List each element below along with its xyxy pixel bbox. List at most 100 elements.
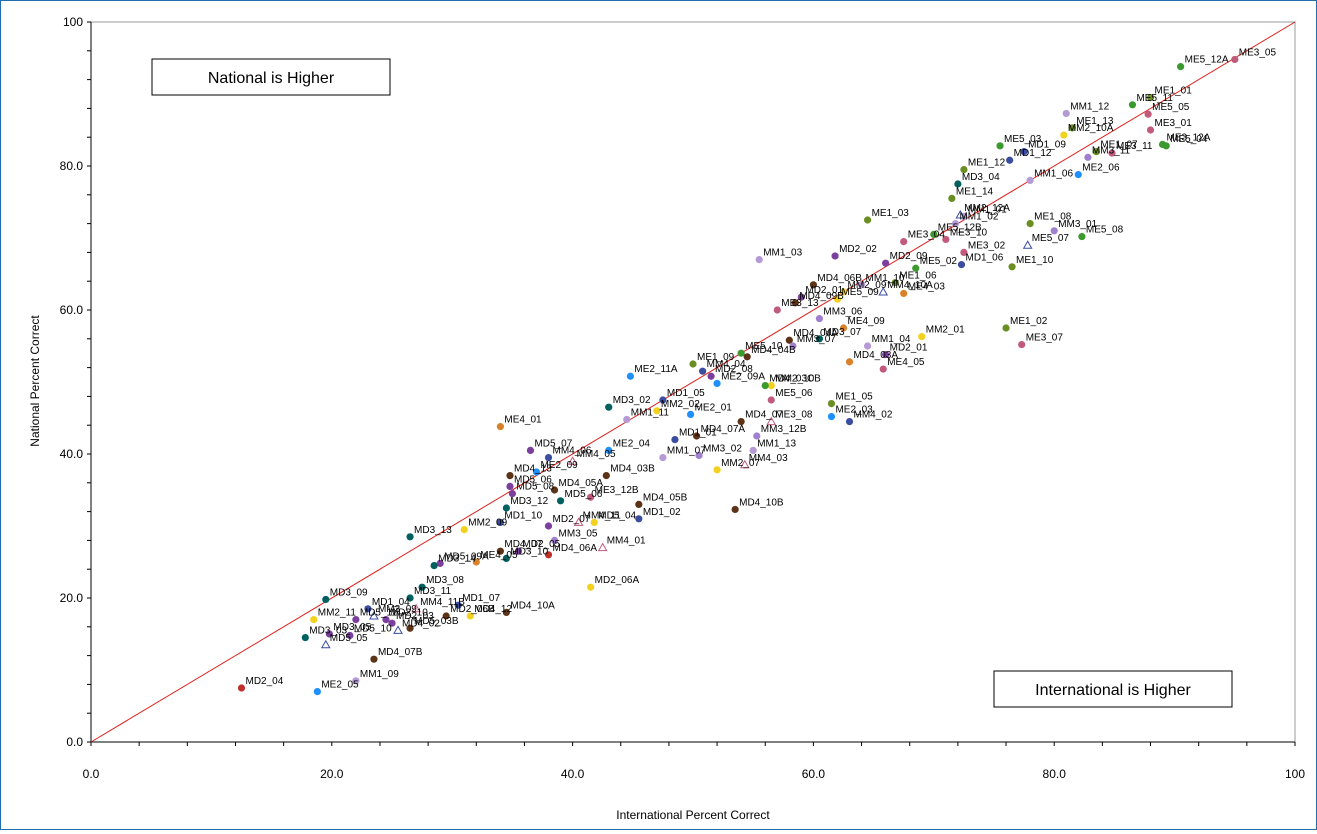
point-label: MM4_05 [577,449,616,460]
point-label: MD1_04 [372,597,410,608]
data-point [960,166,968,174]
point-label: ME1_02 [1010,316,1048,327]
point-label: MD2_03 [396,611,434,622]
y-tick-label: 100 [63,15,83,29]
point-label: MD4_07 [745,410,783,421]
point-label: MM1_02 [959,212,998,223]
point-label: MM3_06 [823,307,862,318]
data-point [502,504,510,512]
point-label: ME1_08 [1034,212,1072,223]
point-label: ME3_05 [1239,47,1277,58]
data-point [653,407,661,415]
point-label: MD1_07 [462,593,500,604]
point-label: MD4_03C [769,374,814,385]
data-point [506,472,514,480]
data-point [955,209,966,219]
point-label: ME4_05 [887,357,925,368]
data-point [879,365,887,373]
y-tick-label: 40.0 [60,447,84,461]
data-point [1177,63,1185,71]
data-point [773,306,781,314]
point-label: MM4_06 [553,446,592,457]
point-label: MD2_09 [890,251,928,262]
data-point [322,595,330,604]
point-label: ME3_10 [950,227,988,238]
data-point [1128,101,1137,109]
point-label: MM1_01 [968,204,1007,215]
point-label: MD1_06 [965,253,1003,264]
point-label: MM2_09 [468,518,507,529]
data-point [912,264,920,272]
data-point [364,605,372,613]
point-label: MM3_07 [797,334,836,345]
data-point [1002,324,1010,332]
data-point [382,616,390,624]
point-label: MD3_04 [962,172,1000,183]
data-point [930,230,938,238]
point-label: MM3_02 [703,443,742,454]
data-point [418,583,426,591]
data-point [313,688,321,696]
data-point [310,616,318,624]
point-label: MM1_10 [866,273,905,284]
point-label: ME1_01 [1155,86,1193,97]
point-label: ME4_09 [848,316,886,327]
point-label: ME1_03 [872,208,910,219]
x-tick-label: 80.0 [1043,767,1067,781]
data-point [1146,126,1155,134]
point-label: MM4_04 [707,359,746,370]
point-label: MD2_04 [246,676,284,687]
data-point [809,281,818,289]
data-point [948,194,956,202]
data-point [789,342,797,350]
data-point [346,631,354,640]
data-point [1158,140,1167,148]
point-label: ME5_10 [745,341,783,352]
data-point [996,142,1004,150]
point-label: MM2_12A [964,203,1010,214]
point-label: MD3_13 [414,525,452,536]
data-point [496,423,504,431]
data-point [502,608,510,617]
data-point [587,583,595,591]
data-point [370,655,378,663]
data-point [1020,148,1028,156]
data-point [454,601,462,609]
point-label: MM3_05 [559,528,598,539]
data-point [1074,171,1082,179]
point-label: MD4_05A [559,478,604,489]
data-point [605,446,613,454]
data-point [1060,131,1068,139]
data-point [766,416,777,426]
data-point [815,335,824,343]
point-label: ME3_11 [1116,141,1153,152]
data-point [635,500,643,508]
data-point [411,603,421,613]
data-point [743,353,751,361]
point-label: ME5_03 [1004,134,1042,145]
point-label: MD5_06 [565,489,603,500]
point-label: MD4_07 [504,539,542,550]
data-point [815,315,824,323]
data-point [406,594,414,602]
point-label: MD5_06 [514,474,552,485]
data-point [635,515,643,523]
point-label: ME1_09 [697,352,735,363]
data-point [393,625,403,634]
data-point [845,418,854,426]
point-label: MD1_05 [667,388,705,399]
data-point [1108,149,1116,157]
data-point [839,288,848,296]
data-point [567,456,578,465]
data-point [1068,124,1076,132]
point-label: MD2_07 [553,514,591,525]
point-label: MM4_10A [887,280,933,291]
data-point [845,358,854,366]
point-label: MD2_06A [595,575,640,586]
data-point [900,238,908,246]
data-point [320,639,331,649]
point-label: MM3_12B [761,424,807,435]
data-point [954,180,962,188]
point-label: MD3_05 [333,622,371,633]
